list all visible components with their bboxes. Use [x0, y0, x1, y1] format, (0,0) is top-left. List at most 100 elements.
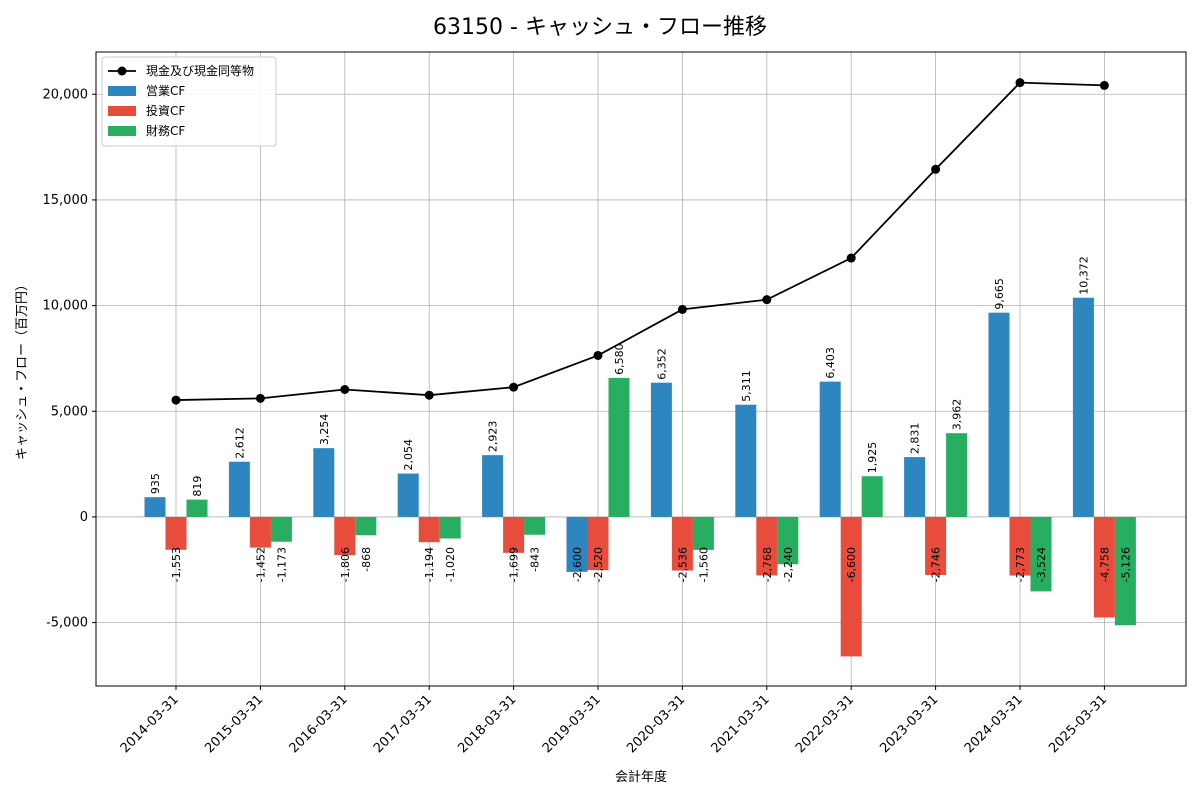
bar-label: -868	[360, 547, 373, 572]
legend-label: 財務CF	[146, 123, 185, 138]
cash-point	[255, 393, 265, 403]
legend-entry: 財務CF	[108, 123, 185, 138]
bar	[1072, 297, 1094, 517]
bar	[1114, 516, 1136, 626]
bar	[861, 476, 883, 517]
bar-label: -1,699	[508, 547, 521, 582]
bar-label: 2,054	[402, 439, 415, 471]
x-axis-label: 会計年度	[615, 769, 667, 785]
cash-point	[340, 384, 350, 394]
cash-point	[931, 164, 941, 174]
legend-swatch	[108, 106, 136, 116]
bar-label: 10,372	[1077, 256, 1090, 295]
bar-label: -2,520	[592, 547, 605, 582]
bar-label: 6,403	[824, 347, 837, 379]
x-tick-label: 2025-03-31	[1046, 692, 1110, 756]
bar-label: -1,020	[444, 547, 457, 582]
y-tick-label: -5,000	[46, 616, 88, 631]
bar	[608, 377, 630, 517]
legend-entry: 営業CF	[108, 84, 185, 98]
cash-point	[424, 390, 434, 400]
bar-label: 2,923	[487, 421, 500, 453]
bar	[735, 404, 757, 517]
bar-label: -2,746	[930, 547, 943, 582]
bar-label: -5,126	[1119, 547, 1132, 582]
bar	[397, 473, 419, 517]
bar	[1093, 516, 1115, 618]
bar-label: 2,831	[909, 423, 922, 455]
bar-label: -1,560	[697, 547, 710, 582]
legend-label: 投資CF	[146, 103, 185, 118]
bar	[587, 516, 609, 571]
x-tick-label: 2016-03-31	[287, 692, 351, 756]
x-tick-label: 2022-03-31	[793, 692, 857, 756]
bar	[418, 516, 440, 543]
bar	[671, 516, 693, 571]
label-layer: 935 2,612 3,254 2,054 2,923 -2,600 6,352 5,311 6…	[149, 256, 1132, 582]
x-tick-label: 2019-03-31	[540, 692, 604, 756]
bar-label: 9,665	[993, 278, 1006, 310]
y-axis-label: キャッシュ・フロー（百万円）	[15, 278, 30, 460]
bar-label: 5,311	[740, 370, 753, 402]
bar	[1030, 516, 1052, 592]
bar	[650, 382, 672, 517]
bar	[1009, 516, 1031, 576]
cash-point	[1099, 80, 1109, 90]
legend-entry: 投資CF	[108, 103, 185, 118]
bar	[144, 497, 166, 517]
bar-label: -4,758	[1098, 547, 1111, 582]
bar	[334, 516, 356, 556]
bar-label: 2,612	[233, 427, 246, 459]
bar	[692, 516, 714, 550]
legend-marker	[117, 66, 127, 76]
bar	[186, 499, 208, 517]
y-tick-label: 5,000	[51, 404, 88, 419]
legend-entry: 現金及び現金同等物	[108, 63, 254, 78]
bar-label: -1,553	[170, 547, 183, 582]
legend-label: 現金及び現金同等物	[146, 63, 254, 78]
plot-frame	[95, 51, 1187, 687]
x-tick-label: 2023-03-31	[877, 692, 941, 756]
legend-frame	[101, 56, 277, 147]
x-tick-label: 2014-03-31	[118, 692, 182, 756]
bar	[482, 455, 504, 517]
bar-label: -2,773	[1014, 547, 1027, 582]
legend-swatch	[108, 126, 136, 136]
bar-label: 819	[191, 476, 204, 497]
cash-line	[175, 81, 1105, 401]
bar	[439, 516, 461, 539]
bar	[524, 516, 546, 535]
bar-label: -2,536	[676, 547, 689, 582]
y-tick-label: 10,000	[43, 299, 89, 314]
bar	[988, 312, 1010, 517]
bar-label: -1,194	[423, 547, 436, 582]
bar-label: -1,806	[339, 547, 352, 582]
bar-label: 3,254	[318, 414, 331, 446]
cash-point	[677, 304, 687, 314]
bar	[270, 516, 292, 542]
bar-label: 6,580	[613, 343, 626, 375]
bar-label: -2,240	[782, 547, 795, 582]
x-tick-label: 2017-03-31	[371, 692, 435, 756]
bar-label: 3,962	[951, 399, 964, 431]
bar	[355, 516, 377, 536]
bar-label: -2,600	[571, 547, 584, 582]
x-tick-label: 2018-03-31	[455, 692, 519, 756]
bar	[946, 433, 968, 517]
bar-label: -2,768	[761, 547, 774, 582]
bar	[756, 516, 778, 576]
y-tick-label: 0	[80, 510, 88, 525]
bar-label: 6,352	[655, 348, 668, 380]
cash-point	[846, 253, 856, 263]
x-tick-label: 2020-03-31	[624, 692, 688, 756]
bar-layer	[144, 297, 1136, 657]
bar	[819, 381, 841, 517]
x-tick-label: 2021-03-31	[709, 692, 773, 756]
cash-point	[509, 382, 519, 392]
cash-point	[593, 350, 603, 360]
cash-point	[171, 395, 181, 405]
bar-label: -843	[529, 547, 542, 572]
cash-point	[1015, 78, 1025, 88]
